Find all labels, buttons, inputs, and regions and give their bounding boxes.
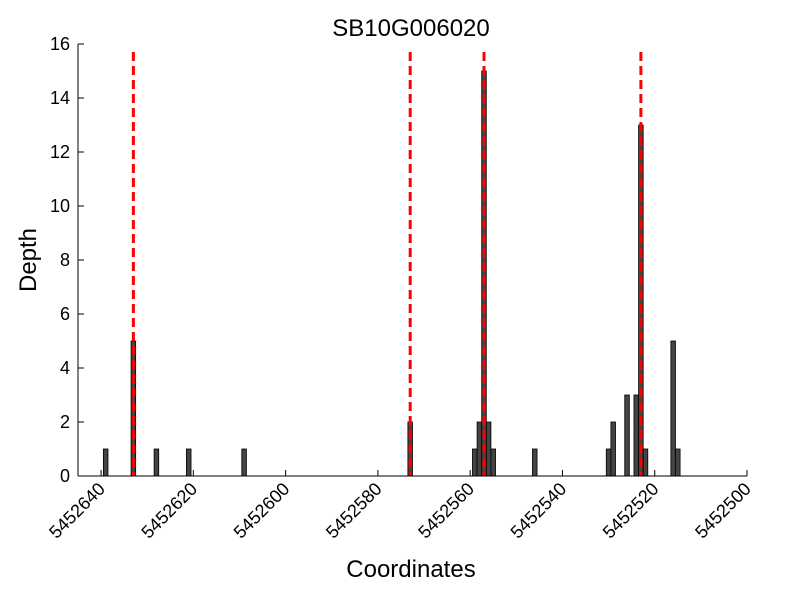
- depth-bar: [633, 394, 639, 477]
- x-tick-label: 5452520: [599, 479, 663, 543]
- axes-layer: 0 2 4 6 8 10 12 14 16 5452640 5452620 5452600 545258…: [45, 34, 755, 542]
- depth-bar: [642, 448, 649, 477]
- bars-layer: [102, 70, 681, 477]
- depth-bar: [485, 421, 492, 477]
- depth-bar: [610, 421, 616, 477]
- x-tick-label: 5452620: [137, 479, 201, 543]
- depth-bar: [186, 448, 192, 477]
- reference-lines-layer: [131, 52, 643, 476]
- x-tick-label: 5452500: [691, 479, 755, 543]
- depth-bar: [472, 448, 478, 477]
- depth-bar: [675, 448, 681, 477]
- x-tick-label: 5452560: [414, 479, 478, 543]
- chart-title: SB10G006020: [332, 15, 489, 42]
- y-tick-label: 6: [60, 304, 70, 324]
- y-axis-label: Depth: [15, 228, 42, 292]
- y-tick-label: 10: [50, 196, 70, 216]
- x-tick-label: 5452600: [230, 479, 294, 543]
- y-tick-label: 2: [60, 412, 70, 432]
- depth-bar: [670, 340, 676, 477]
- depth-bar: [476, 421, 483, 477]
- x-tick-label: 5452580: [322, 479, 386, 543]
- depth-bar: [624, 394, 630, 477]
- x-tick-label: 5452540: [507, 479, 571, 543]
- depth-bar: [481, 70, 487, 477]
- depth-bar: [605, 448, 612, 477]
- y-tick-label: 14: [50, 88, 70, 108]
- y-tick-label: 16: [50, 34, 70, 54]
- depth-bar: [490, 448, 496, 477]
- depth-bar: [532, 448, 538, 477]
- y-tick-label: 0: [60, 466, 70, 486]
- depth-bar: [102, 448, 109, 477]
- y-tick-label: 12: [50, 142, 70, 162]
- y-tick-label: 8: [60, 250, 70, 270]
- depth-bar: [153, 448, 160, 477]
- y-tick-label: 4: [60, 358, 70, 378]
- x-axis-label: Coordinates: [346, 556, 475, 583]
- x-tick-label: 5452640: [45, 479, 109, 543]
- depth-bar: [241, 448, 247, 477]
